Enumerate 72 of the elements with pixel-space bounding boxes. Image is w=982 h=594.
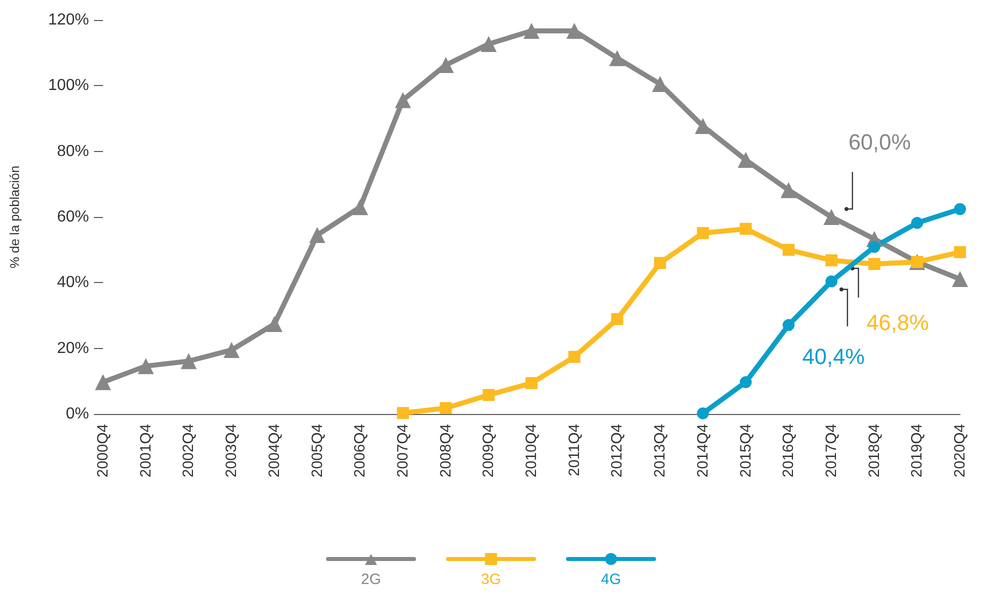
point bbox=[740, 376, 752, 388]
y-tick-label: 60% bbox=[56, 208, 89, 226]
point bbox=[566, 22, 582, 39]
point bbox=[180, 353, 197, 370]
x-tick-label: 2000Q4 bbox=[94, 424, 112, 478]
x-tick-label: 2013Q4 bbox=[652, 424, 669, 478]
point bbox=[611, 313, 624, 326]
point bbox=[696, 407, 709, 420]
point bbox=[952, 271, 968, 288]
x-tick-label: 2006Q4 bbox=[352, 424, 369, 478]
x-tick-label: 2014Q4 bbox=[694, 424, 712, 478]
point bbox=[696, 227, 709, 240]
point bbox=[524, 22, 540, 39]
x-tick-label: 2010Q4 bbox=[523, 424, 540, 478]
point bbox=[911, 216, 924, 229]
x-tick-label: 2011Q4 bbox=[566, 424, 583, 476]
point bbox=[394, 92, 411, 108]
annotation: 46,8% bbox=[866, 310, 929, 335]
annotation: 40,4% bbox=[802, 344, 865, 369]
point bbox=[738, 152, 754, 168]
x-tick-label: 2018Q4 bbox=[866, 424, 883, 478]
y-tick-label: 80% bbox=[56, 142, 89, 160]
x-tick-label: 2002Q4 bbox=[180, 424, 198, 478]
point bbox=[823, 209, 840, 225]
point bbox=[780, 182, 797, 198]
point bbox=[954, 203, 966, 216]
x-tick-label: 2016Q4 bbox=[780, 424, 798, 478]
point bbox=[654, 256, 666, 269]
point bbox=[868, 258, 880, 270]
y-tick-label: 0% bbox=[66, 406, 89, 422]
point bbox=[694, 118, 711, 134]
point bbox=[396, 407, 409, 420]
point bbox=[224, 342, 240, 358]
y-tick-label: 100% bbox=[48, 77, 89, 94]
point bbox=[352, 199, 368, 216]
point bbox=[482, 388, 495, 401]
point bbox=[609, 50, 626, 66]
y-tick-label: 120% bbox=[48, 12, 89, 28]
x-tick-label: 2009Q4 bbox=[480, 424, 498, 478]
point bbox=[309, 227, 326, 244]
point bbox=[782, 244, 795, 256]
x-tick-label: 2004Q4 bbox=[266, 424, 283, 478]
x-tick-label: 2008Q4 bbox=[437, 424, 454, 478]
x-tick-label: 2017Q4 bbox=[822, 424, 840, 478]
annotation: 60,0% bbox=[848, 130, 911, 154]
y-axis-title: % de la población bbox=[7, 166, 22, 268]
point bbox=[740, 222, 752, 235]
point bbox=[440, 402, 452, 414]
y-tick-label: 40% bbox=[56, 274, 89, 292]
point bbox=[782, 319, 795, 332]
point bbox=[95, 374, 111, 390]
point bbox=[954, 246, 966, 258]
point bbox=[825, 275, 838, 288]
x-tick-label: 2020Q4 bbox=[952, 424, 968, 478]
x-tick-label: 2003Q4 bbox=[223, 424, 240, 478]
point bbox=[138, 358, 154, 374]
point bbox=[568, 350, 580, 363]
x-tick-label: 2005Q4 bbox=[308, 424, 326, 478]
x-tick-label: 2019Q4 bbox=[908, 424, 926, 478]
x-tick-label: 2015Q4 bbox=[737, 424, 754, 478]
legend-label: 2G bbox=[360, 571, 381, 588]
point bbox=[825, 254, 838, 266]
x-tick-label: 2012Q4 bbox=[608, 424, 626, 478]
x-tick-label: 2001Q4 bbox=[137, 424, 154, 478]
y-tick-label: 20% bbox=[56, 340, 89, 357]
x-tick-label: 2007Q4 bbox=[394, 424, 412, 478]
point bbox=[480, 36, 497, 52]
legend-label: 3G bbox=[480, 571, 501, 588]
point bbox=[266, 316, 282, 332]
point bbox=[868, 240, 880, 253]
legend-label: 4G bbox=[600, 571, 621, 588]
point bbox=[526, 377, 538, 390]
